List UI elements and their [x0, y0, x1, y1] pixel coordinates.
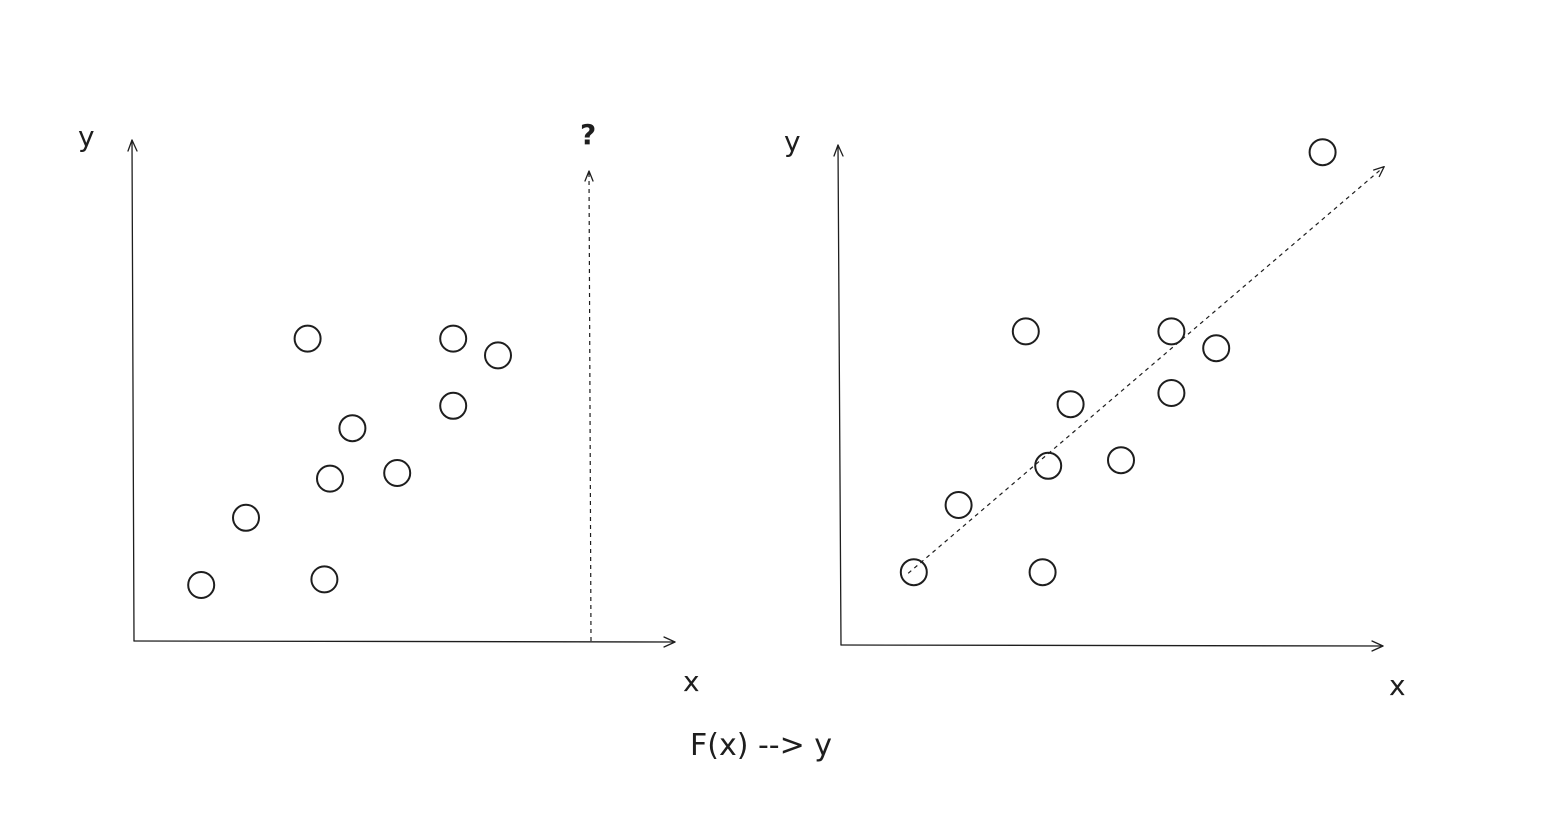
right-y-axis-arrowhead [833, 144, 844, 157]
right-data-point [1034, 451, 1063, 480]
left-data-point [439, 391, 468, 420]
right-scatter-plot: y x [784, 125, 1406, 702]
left-data-point [187, 571, 216, 599]
left-data-point [310, 565, 339, 594]
right-data-point [899, 558, 928, 587]
right-data-point [1157, 317, 1186, 346]
left-data-points [187, 324, 512, 599]
left-x-axis [133, 640, 676, 643]
right-x-axis-label: x [1389, 669, 1406, 702]
left-scatter-plot: y x ? [78, 118, 700, 698]
left-data-point [293, 324, 322, 353]
left-y-axis-arrowhead [127, 139, 138, 152]
question-mark-label: ? [580, 118, 596, 151]
right-data-points [899, 138, 1337, 587]
right-y-axis [837, 144, 842, 646]
right-data-point [1107, 446, 1135, 475]
left-query-arrowhead [584, 170, 594, 182]
left-y-axis [131, 139, 135, 642]
right-data-point [1028, 558, 1057, 587]
right-trend-arrowhead [1373, 165, 1385, 178]
left-data-point [383, 459, 412, 487]
left-x-axis-arrowhead [663, 636, 676, 648]
left-data-point [316, 464, 344, 493]
left-data-point [232, 503, 260, 532]
function-caption: F(x) --> y [690, 728, 832, 763]
right-data-point [1011, 317, 1040, 346]
right-trend-line [907, 166, 1385, 574]
right-data-point [1202, 334, 1231, 363]
right-y-axis-label: y [784, 125, 801, 158]
left-data-point [439, 324, 468, 353]
left-data-point [338, 414, 367, 443]
right-data-point [944, 491, 973, 519]
left-query-line [588, 170, 592, 642]
left-data-point [484, 341, 512, 370]
left-y-axis-label: y [78, 120, 95, 153]
right-data-point [1157, 379, 1186, 407]
right-data-point [1308, 138, 1337, 167]
right-x-axis [840, 644, 1384, 647]
right-x-axis-arrowhead [1371, 640, 1384, 652]
left-x-axis-label: x [683, 665, 700, 698]
right-data-point [1056, 390, 1085, 419]
